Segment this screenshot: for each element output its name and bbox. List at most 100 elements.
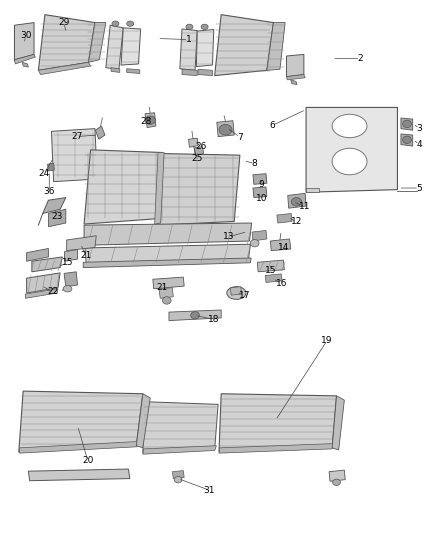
Polygon shape: [329, 470, 345, 481]
Text: 30: 30: [20, 31, 32, 41]
Text: 8: 8: [252, 159, 258, 168]
Polygon shape: [194, 147, 204, 155]
Polygon shape: [43, 198, 66, 214]
Polygon shape: [180, 29, 197, 70]
Ellipse shape: [332, 479, 340, 486]
Ellipse shape: [332, 114, 367, 138]
Text: 18: 18: [208, 315, 219, 324]
Polygon shape: [219, 443, 334, 453]
Text: 17: 17: [239, 290, 250, 300]
Text: 13: 13: [223, 232, 234, 241]
Polygon shape: [155, 152, 164, 224]
Polygon shape: [159, 288, 173, 298]
Polygon shape: [158, 154, 240, 225]
Polygon shape: [277, 214, 292, 223]
Polygon shape: [288, 193, 306, 208]
Text: 11: 11: [300, 202, 311, 211]
Text: 22: 22: [47, 287, 58, 296]
Polygon shape: [27, 273, 60, 293]
Text: 21: 21: [80, 252, 92, 261]
Polygon shape: [22, 62, 28, 67]
Text: 15: 15: [265, 266, 276, 274]
Polygon shape: [39, 62, 91, 75]
Polygon shape: [196, 29, 214, 67]
Polygon shape: [265, 274, 282, 282]
Polygon shape: [19, 391, 143, 452]
Polygon shape: [39, 14, 95, 70]
Text: 3: 3: [417, 124, 422, 133]
Ellipse shape: [174, 477, 182, 483]
Polygon shape: [27, 248, 48, 261]
Polygon shape: [32, 257, 62, 272]
Polygon shape: [257, 260, 284, 272]
Polygon shape: [291, 80, 297, 85]
Polygon shape: [143, 446, 216, 454]
Text: 19: 19: [321, 336, 333, 345]
Ellipse shape: [63, 286, 72, 292]
Polygon shape: [188, 138, 198, 147]
Polygon shape: [270, 239, 291, 251]
Text: 26: 26: [195, 142, 207, 151]
Text: 24: 24: [39, 169, 49, 178]
Polygon shape: [252, 230, 267, 241]
Ellipse shape: [127, 21, 134, 26]
Polygon shape: [253, 187, 267, 198]
Text: 10: 10: [256, 194, 268, 203]
Polygon shape: [401, 118, 413, 130]
Polygon shape: [253, 174, 267, 184]
Ellipse shape: [332, 148, 367, 175]
Polygon shape: [106, 25, 123, 69]
Polygon shape: [25, 289, 58, 298]
Polygon shape: [88, 22, 106, 62]
Ellipse shape: [145, 116, 155, 124]
Polygon shape: [84, 150, 162, 224]
Polygon shape: [14, 54, 35, 64]
Polygon shape: [306, 108, 397, 192]
Ellipse shape: [291, 198, 302, 206]
Polygon shape: [95, 126, 105, 139]
Polygon shape: [84, 223, 252, 245]
Text: 25: 25: [191, 154, 202, 163]
Polygon shape: [48, 209, 66, 227]
Polygon shape: [153, 277, 184, 289]
Polygon shape: [64, 272, 78, 287]
Polygon shape: [401, 134, 413, 146]
Polygon shape: [143, 402, 218, 453]
Polygon shape: [111, 68, 120, 72]
Polygon shape: [182, 69, 197, 76]
Ellipse shape: [403, 120, 411, 127]
Polygon shape: [267, 22, 285, 70]
Polygon shape: [286, 75, 305, 80]
Text: 7: 7: [237, 133, 243, 142]
Polygon shape: [169, 310, 221, 320]
Ellipse shape: [112, 21, 119, 26]
Ellipse shape: [403, 136, 411, 143]
Polygon shape: [215, 14, 273, 76]
Text: 9: 9: [259, 180, 265, 189]
Text: 31: 31: [204, 486, 215, 495]
Text: 12: 12: [291, 217, 302, 226]
Text: 16: 16: [276, 279, 287, 288]
Text: 27: 27: [71, 132, 82, 141]
Ellipse shape: [186, 24, 193, 29]
Ellipse shape: [227, 287, 246, 300]
Polygon shape: [85, 244, 251, 264]
Text: 20: 20: [82, 456, 93, 465]
Ellipse shape: [251, 239, 259, 247]
Polygon shape: [28, 469, 130, 481]
Text: 14: 14: [278, 243, 289, 252]
Polygon shape: [145, 113, 156, 127]
Text: 2: 2: [358, 54, 363, 63]
Ellipse shape: [162, 297, 171, 304]
Text: 15: 15: [62, 259, 73, 267]
Polygon shape: [286, 54, 304, 77]
Text: 21: 21: [156, 282, 167, 292]
Ellipse shape: [201, 24, 208, 29]
Text: 29: 29: [58, 18, 69, 27]
Text: 28: 28: [141, 117, 152, 126]
Polygon shape: [20, 441, 139, 453]
Polygon shape: [47, 163, 54, 171]
Polygon shape: [127, 69, 140, 74]
Polygon shape: [67, 236, 96, 251]
Polygon shape: [332, 396, 344, 450]
